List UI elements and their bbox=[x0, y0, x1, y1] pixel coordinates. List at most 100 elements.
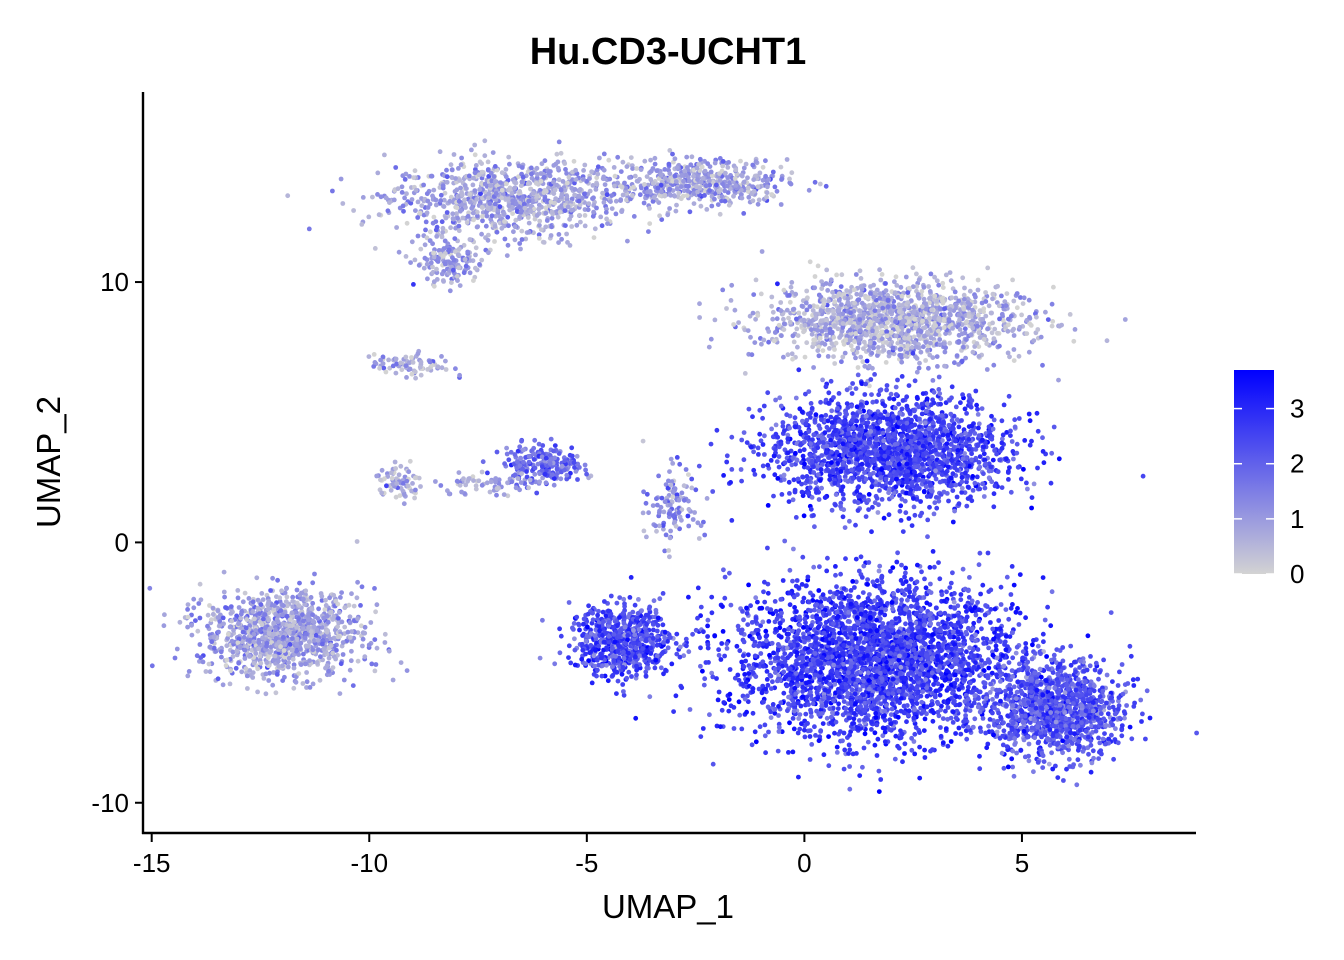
data-point bbox=[595, 612, 600, 618]
data-point bbox=[339, 590, 344, 595]
data-point bbox=[215, 615, 221, 620]
data-point bbox=[551, 163, 557, 168]
data-point bbox=[532, 437, 538, 443]
data-point bbox=[637, 192, 643, 198]
data-point bbox=[898, 284, 904, 290]
data-point bbox=[512, 472, 518, 478]
data-point bbox=[340, 652, 346, 657]
data-point bbox=[859, 300, 865, 306]
data-point bbox=[583, 638, 589, 644]
data-point bbox=[412, 168, 418, 174]
data-point bbox=[408, 260, 413, 265]
data-point bbox=[644, 632, 650, 637]
data-point bbox=[613, 211, 619, 217]
data-point bbox=[572, 192, 577, 198]
data-point bbox=[595, 171, 601, 177]
data-point bbox=[532, 471, 538, 477]
data-point bbox=[526, 220, 532, 226]
data-point bbox=[781, 327, 787, 332]
data-point bbox=[431, 214, 437, 220]
data-point bbox=[404, 478, 410, 484]
data-point bbox=[462, 197, 467, 203]
data-point bbox=[712, 317, 718, 323]
data-point bbox=[914, 356, 920, 361]
data-point bbox=[424, 235, 430, 241]
data-point bbox=[637, 622, 643, 627]
data-point bbox=[440, 229, 446, 235]
data-point bbox=[634, 672, 639, 678]
data-point bbox=[577, 627, 582, 633]
data-point bbox=[597, 628, 602, 634]
data-point bbox=[456, 228, 462, 234]
data-point bbox=[650, 181, 656, 186]
data-point bbox=[512, 237, 518, 243]
data-point bbox=[447, 288, 453, 294]
data-point bbox=[910, 265, 916, 271]
data-point bbox=[372, 586, 377, 591]
data-point bbox=[325, 619, 331, 625]
data-point bbox=[770, 169, 776, 175]
data-point bbox=[271, 620, 277, 626]
data-point bbox=[914, 271, 919, 277]
data-point bbox=[374, 473, 380, 479]
data-point bbox=[395, 186, 401, 192]
data-point bbox=[256, 640, 262, 646]
data-point bbox=[569, 445, 575, 451]
data-point bbox=[431, 279, 437, 285]
data-point bbox=[227, 624, 233, 630]
data-point bbox=[728, 298, 734, 303]
data-point bbox=[668, 456, 674, 462]
data-point bbox=[943, 345, 948, 351]
data-point bbox=[705, 617, 711, 623]
data-point bbox=[674, 186, 680, 192]
data-point bbox=[946, 317, 952, 322]
data-point bbox=[534, 175, 540, 181]
data-point bbox=[605, 221, 610, 227]
data-point bbox=[433, 227, 439, 233]
data-point bbox=[519, 228, 525, 234]
data-point bbox=[519, 438, 524, 444]
data-point bbox=[673, 208, 679, 214]
data-point bbox=[430, 269, 436, 275]
data-point bbox=[403, 254, 409, 259]
data-point bbox=[472, 142, 478, 148]
data-point bbox=[861, 311, 867, 317]
data-point bbox=[531, 457, 537, 462]
data-point bbox=[621, 689, 626, 694]
data-point bbox=[810, 308, 816, 313]
data-point bbox=[455, 252, 461, 258]
data-point bbox=[824, 267, 830, 273]
data-point bbox=[448, 260, 453, 266]
data-point bbox=[812, 274, 818, 279]
data-point bbox=[298, 640, 304, 646]
data-point bbox=[276, 664, 282, 669]
data-point bbox=[562, 467, 567, 473]
data-point bbox=[485, 159, 491, 165]
data-point bbox=[554, 460, 559, 465]
data-point bbox=[372, 246, 378, 251]
data-point bbox=[479, 482, 485, 488]
data-point bbox=[956, 362, 961, 367]
data-point bbox=[526, 459, 532, 465]
data-point bbox=[354, 595, 360, 601]
data-point bbox=[462, 257, 468, 262]
data-point bbox=[415, 215, 421, 220]
data-point bbox=[191, 605, 197, 611]
data-point bbox=[724, 183, 730, 189]
data-point bbox=[964, 319, 970, 325]
data-point bbox=[641, 489, 646, 495]
data-point bbox=[229, 638, 235, 644]
data-point bbox=[717, 156, 723, 161]
data-point bbox=[1026, 297, 1032, 303]
data-point bbox=[198, 597, 204, 603]
data-point bbox=[386, 357, 391, 363]
data-point bbox=[306, 226, 312, 232]
data-point bbox=[399, 367, 405, 373]
data-point bbox=[527, 477, 533, 483]
data-point bbox=[259, 622, 265, 628]
data-point bbox=[636, 597, 641, 602]
data-point bbox=[751, 188, 757, 194]
data-point bbox=[598, 214, 604, 220]
data-point bbox=[189, 632, 195, 638]
data-point bbox=[633, 654, 638, 660]
